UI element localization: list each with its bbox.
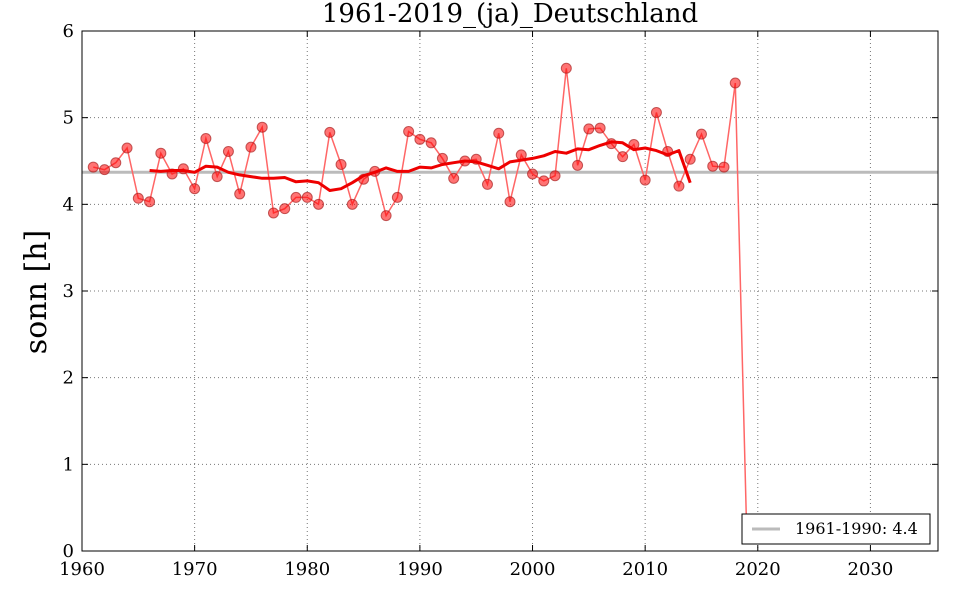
y-tick-label: 6 (63, 21, 74, 42)
chart-title: 1961-2019_(ja)_Deutschland (322, 0, 698, 29)
axis-ticks: 1960 1970 1980 1990 2000 2010 2020 2030 0 1 2 3 4 5 6 (59, 21, 938, 580)
annual-point (222, 145, 234, 157)
grid-lines (81, 30, 938, 552)
annual-point (144, 196, 156, 208)
annual-point (436, 152, 448, 164)
y-tick-label: 2 (63, 368, 74, 389)
annual-point (346, 198, 358, 210)
annual-point (549, 170, 561, 182)
y-tick-label: 5 (63, 108, 74, 129)
annual-point (673, 180, 685, 192)
annual-point (279, 203, 291, 215)
annual-point (155, 147, 167, 159)
x-tick-label: 2000 (510, 559, 556, 580)
y-tick-label: 0 (63, 541, 74, 562)
annual-point (684, 153, 696, 165)
annual-point (594, 122, 606, 134)
annual-point (425, 137, 437, 149)
annual-point (414, 133, 426, 145)
annual-point (493, 127, 505, 139)
annual-point (211, 171, 223, 183)
annual-point (617, 151, 629, 163)
x-tick-label: 2020 (735, 559, 781, 580)
annual-point (380, 210, 392, 222)
y-tick-label: 3 (63, 281, 74, 302)
annual-point (650, 106, 662, 118)
running-mean-series (149, 140, 692, 192)
annual-point (481, 178, 493, 190)
annual-point (234, 188, 246, 200)
annual-point (583, 123, 595, 135)
annual-point (560, 62, 572, 74)
annual-point (200, 132, 212, 144)
x-tick-label: 1990 (397, 559, 443, 580)
annual-point (290, 191, 302, 203)
plot-frame (81, 30, 939, 552)
annual-point (335, 158, 347, 170)
y-axis-label: sonn [h] (19, 230, 54, 354)
annual-point (391, 191, 403, 203)
annual-point (301, 191, 313, 203)
annual-point (267, 207, 279, 219)
legend-reference-label: 1961-1990: 4.4 (795, 519, 918, 538)
annual-point (527, 168, 539, 180)
running-mean-line (149, 140, 692, 192)
annual-point (718, 161, 730, 173)
x-tick-label: 1960 (59, 559, 105, 580)
legend: 1961-1990: 4.4 (741, 513, 931, 545)
annual-points (87, 62, 741, 222)
annual-point (110, 157, 122, 169)
annual-point (538, 175, 550, 187)
x-tick-label: 1980 (284, 559, 330, 580)
y-tick-label: 4 (63, 194, 74, 215)
annual-point (572, 159, 584, 171)
annual-point (121, 142, 133, 154)
annual-point (256, 121, 268, 133)
annual-point (729, 77, 741, 89)
annual-point (403, 126, 415, 138)
y-tick-label: 1 (63, 454, 74, 475)
annual-point (245, 141, 257, 153)
annual-point (132, 192, 144, 204)
annual-point (707, 160, 719, 172)
annual-point (189, 183, 201, 195)
annual-point (504, 196, 516, 208)
annual-point (448, 172, 460, 184)
x-tick-label: 1970 (172, 559, 218, 580)
annual-point (313, 198, 325, 210)
annual-point (87, 161, 99, 173)
annual-point (99, 164, 111, 176)
annual-point (639, 174, 651, 186)
x-tick-label: 2010 (622, 559, 668, 580)
annual-point (324, 126, 336, 138)
annual-point (695, 128, 707, 140)
x-tick-label: 2030 (848, 559, 894, 580)
